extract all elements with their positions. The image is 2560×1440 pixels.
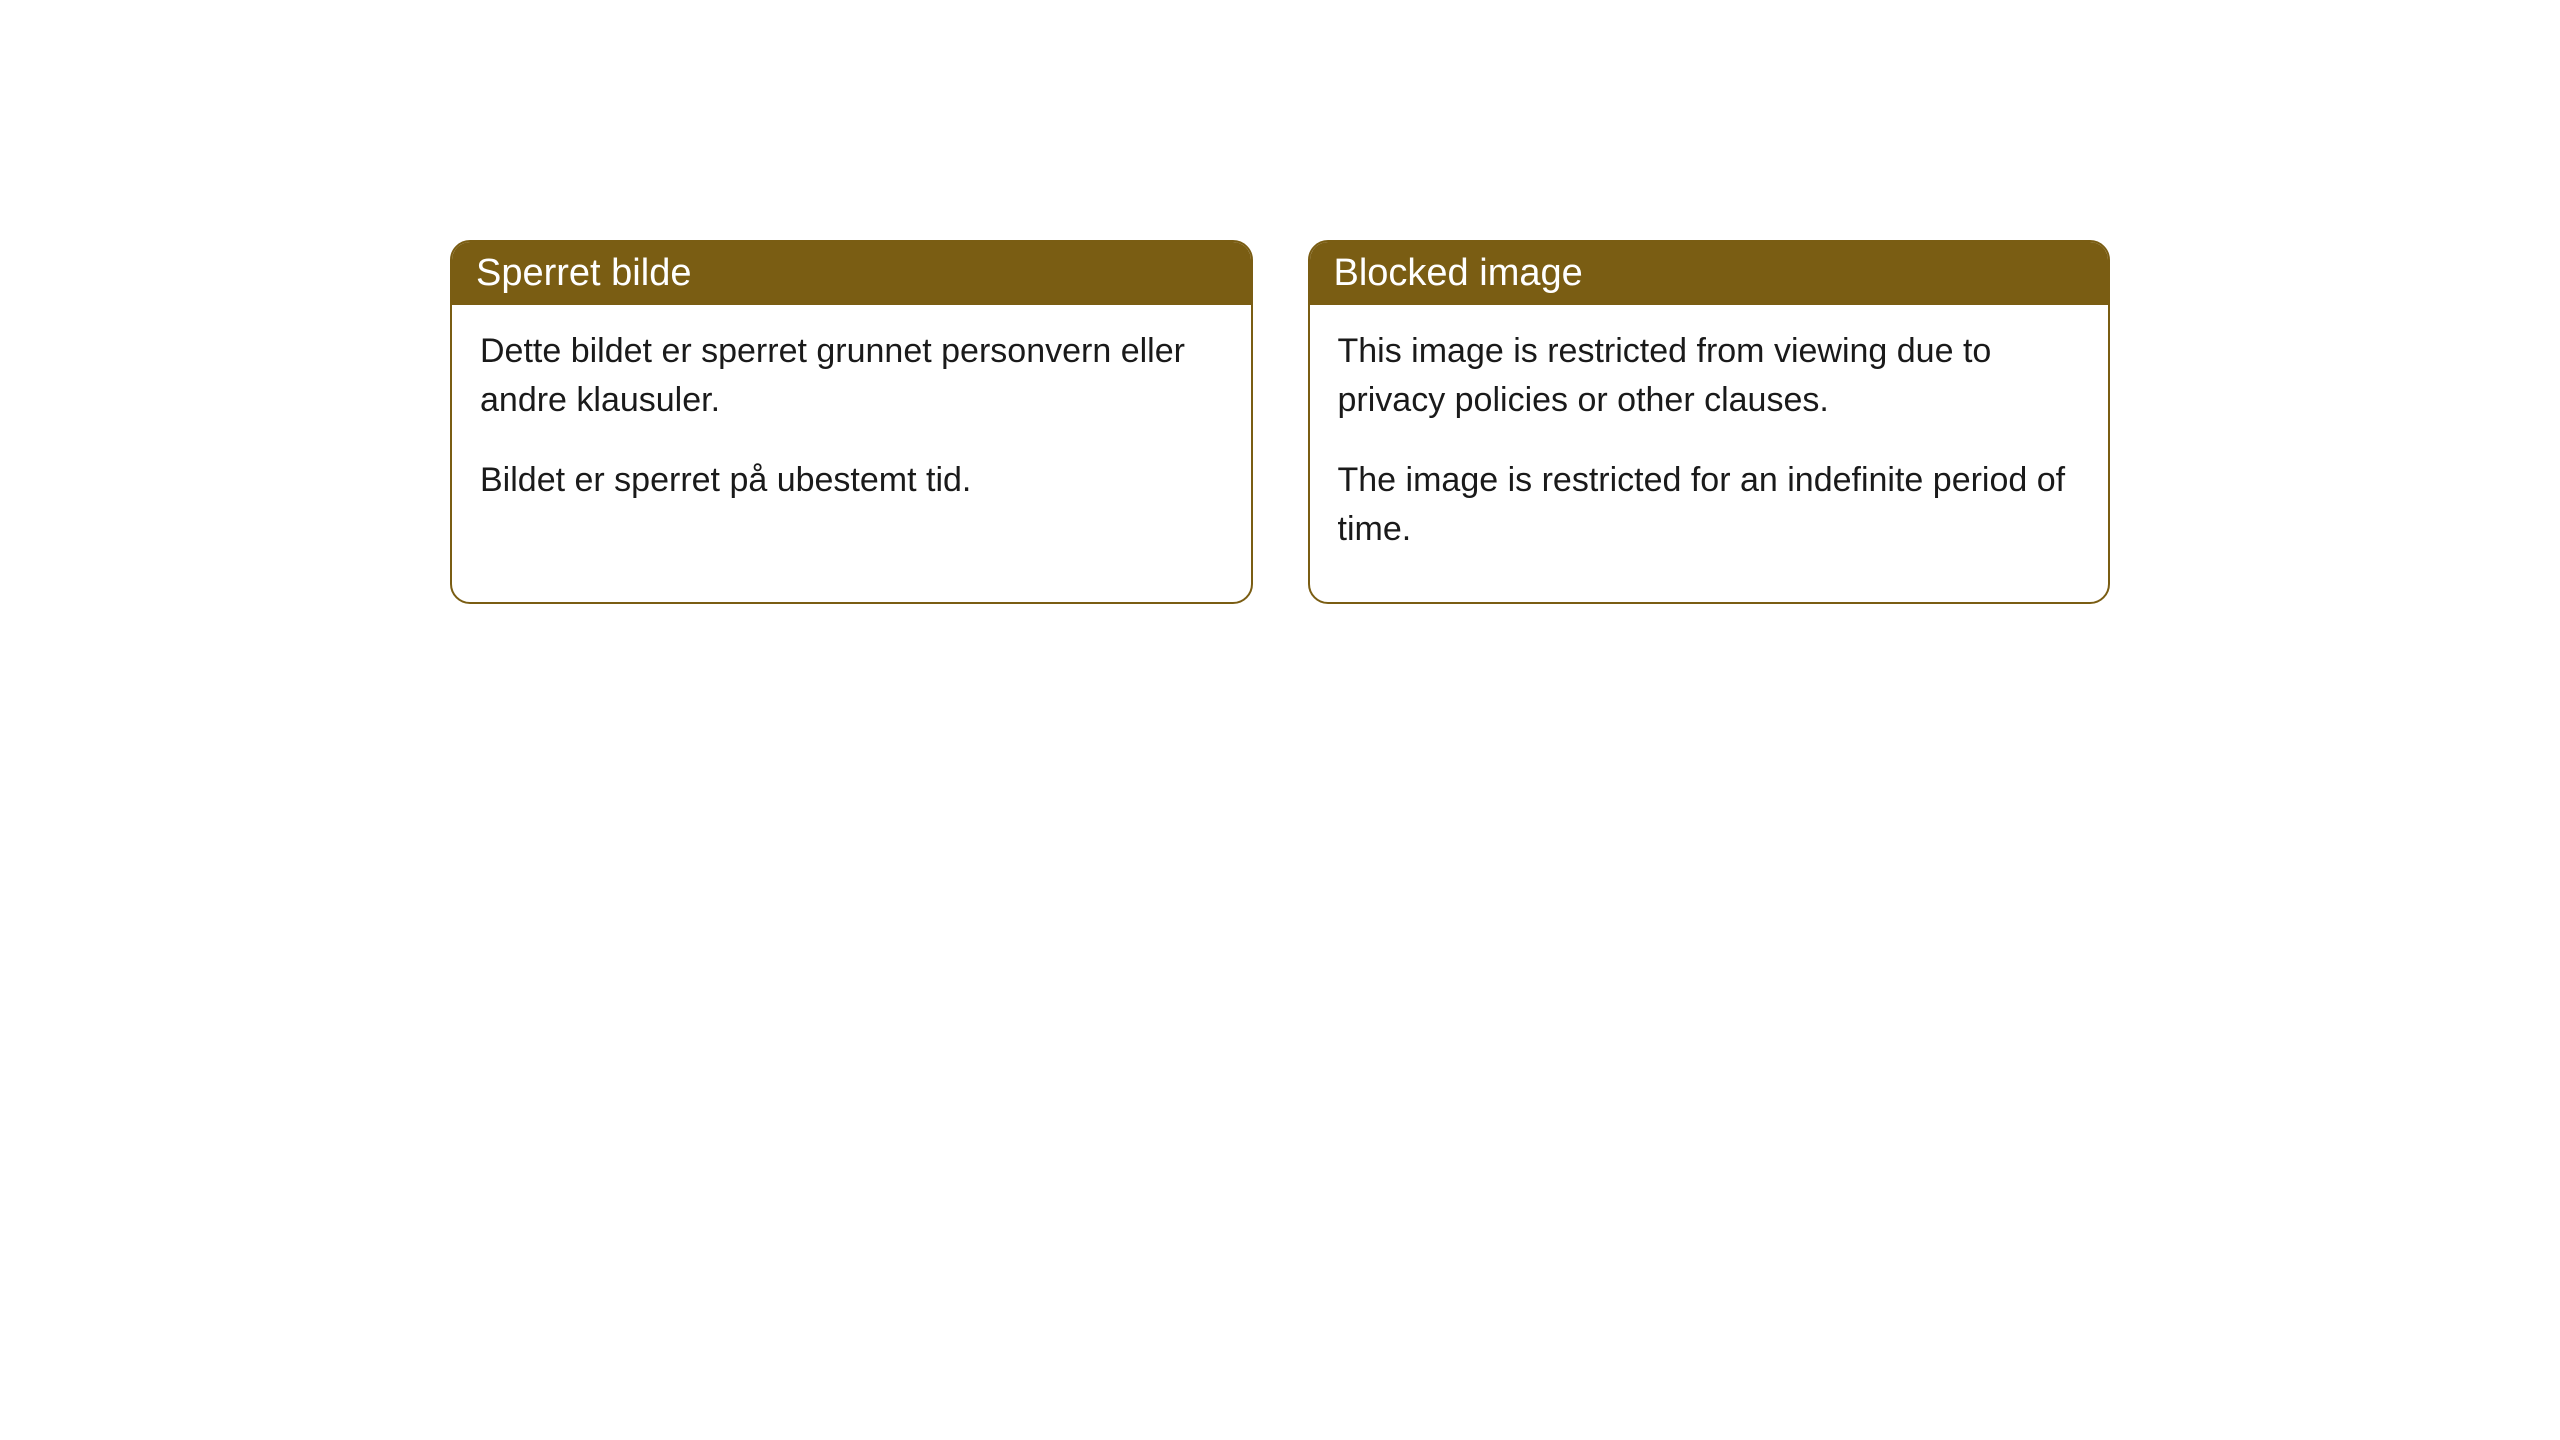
cards-container: Sperret bilde Dette bildet er sperret gr…: [450, 240, 2110, 604]
card-paragraph-1: This image is restricted from viewing du…: [1338, 327, 2081, 426]
card-body-english: This image is restricted from viewing du…: [1310, 305, 2109, 602]
card-header-norwegian: Sperret bilde: [452, 242, 1251, 305]
card-body-norwegian: Dette bildet er sperret grunnet personve…: [452, 305, 1251, 553]
card-header-english: Blocked image: [1310, 242, 2109, 305]
card-paragraph-1: Dette bildet er sperret grunnet personve…: [480, 327, 1223, 426]
card-english: Blocked image This image is restricted f…: [1308, 240, 2111, 604]
card-paragraph-2: Bildet er sperret på ubestemt tid.: [480, 456, 1223, 505]
card-paragraph-2: The image is restricted for an indefinit…: [1338, 456, 2081, 555]
card-norwegian: Sperret bilde Dette bildet er sperret gr…: [450, 240, 1253, 604]
